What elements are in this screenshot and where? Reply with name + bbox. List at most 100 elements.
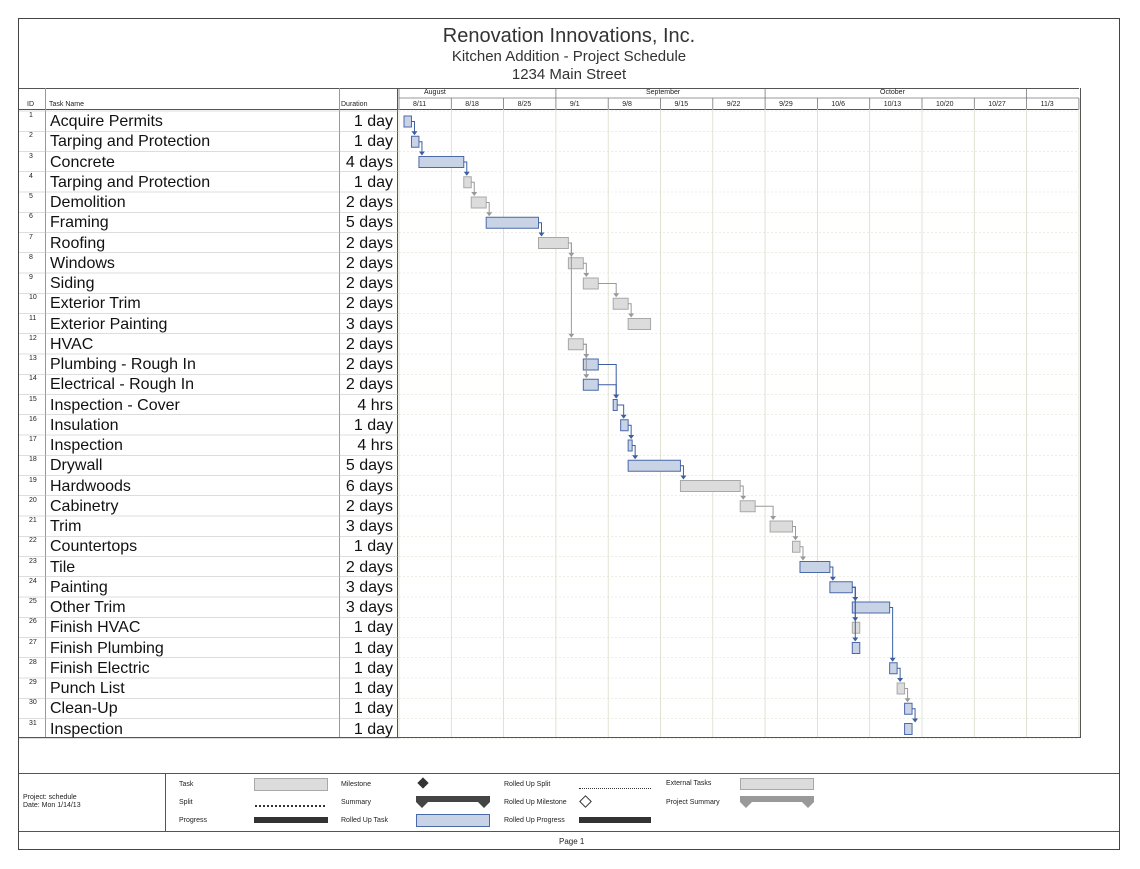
task-row-duration: 2 days <box>345 295 393 313</box>
schedule-subtitle: Kitchen Addition - Project Schedule <box>451 48 687 65</box>
task-row-duration: 3 days <box>345 578 393 596</box>
task-bar <box>889 662 898 675</box>
task-row-id: 16 <box>29 415 37 423</box>
dependency-link <box>897 667 901 679</box>
header-bottom-border <box>19 109 1079 110</box>
dependency-link <box>912 708 916 720</box>
task-row-name: Insulation <box>50 416 119 434</box>
task-row-id: 25 <box>29 598 37 605</box>
task-bar <box>769 520 794 533</box>
task-row-duration: 1 day <box>353 720 393 738</box>
task-row-duration: 1 day <box>353 538 393 556</box>
task-row-id: 18 <box>29 456 37 464</box>
legend-progress-label: Progress <box>179 817 208 824</box>
task-row-duration: 1 day <box>353 113 393 130</box>
week-label: 9/29 <box>779 101 793 108</box>
dependency-arrow <box>889 657 896 662</box>
dependency-arrow <box>418 151 425 156</box>
legend-rolled-progress-swatch <box>579 817 651 823</box>
task-row-name: Punch List <box>50 680 125 697</box>
task-row-id: 4 <box>29 172 33 180</box>
task-bar <box>851 601 891 614</box>
week-label: 8/11 <box>413 101 427 108</box>
dependency-arrow <box>628 435 635 439</box>
company-title: Renovation Innovations, Inc. <box>442 25 696 47</box>
dependency-link <box>471 181 475 193</box>
task-row-id: 6 <box>29 213 33 221</box>
dependency-link <box>568 242 572 335</box>
task-row-name: Clean-Up <box>50 700 118 718</box>
project-summary-bar-icon <box>740 796 814 808</box>
task-row-id: 10 <box>29 294 37 302</box>
task-row-id: 5 <box>29 193 33 200</box>
week-label: 10/13 <box>883 101 902 108</box>
task-row-duration: 1 day <box>353 173 393 191</box>
task-row-duration: 4 days <box>345 153 393 171</box>
dependency-arrow <box>471 192 478 196</box>
task-bar <box>851 621 861 634</box>
dependency-link <box>632 445 636 457</box>
legend-project-summary-label: Project Summary <box>666 799 720 806</box>
month-september: September <box>646 89 681 96</box>
week-label: 8/25 <box>517 101 532 108</box>
task-row-name: Cabinetry <box>50 497 119 515</box>
task-row-id: 9 <box>29 274 33 281</box>
task-row-id: 1 <box>29 112 33 119</box>
dependency-arrow <box>613 394 620 399</box>
week-label: 8/18 <box>465 101 479 108</box>
task-row-duration: 1 day <box>353 133 393 151</box>
week-label: 9/1 <box>569 101 580 108</box>
dependency-arrow <box>411 131 418 136</box>
dependency-link <box>799 546 804 558</box>
legend-rolled-task-label: Rolled Up Task <box>341 817 388 824</box>
dependency-link <box>418 141 423 153</box>
dependency-arrow <box>538 232 545 237</box>
task-row-name: Tile <box>50 558 76 576</box>
task-row-id: 27 <box>29 638 37 646</box>
task-row-id: 30 <box>29 699 37 707</box>
week-label: 10/6 <box>831 101 846 108</box>
task-row-id: 20 <box>29 496 37 504</box>
task-row-id: 24 <box>29 577 37 585</box>
task-row-duration: 3 days <box>345 518 393 535</box>
task-row-name: Roofing <box>50 234 106 252</box>
task-row-name: Plumbing - Rough In <box>50 356 196 373</box>
legend-summary-label: Summary <box>341 799 371 806</box>
legend-progress-swatch <box>254 817 328 823</box>
task-name-header: Task Name <box>49 101 85 108</box>
name-column-divider <box>339 88 340 737</box>
task-row-id: 23 <box>29 557 37 565</box>
task-row-duration: 2 days <box>345 254 393 272</box>
task-bar <box>627 459 681 472</box>
dependency-link <box>755 505 774 517</box>
task-row-duration: 1 day <box>353 680 393 697</box>
legend-task-label: Task <box>179 781 194 788</box>
project-label: Project: schedule <box>23 794 77 801</box>
task-row-id: 7 <box>29 233 33 241</box>
dependency-link <box>598 384 617 396</box>
task-row-name: Trim <box>50 518 82 535</box>
task-row-name: Drywall <box>50 457 103 475</box>
dependency-arrow <box>799 556 806 561</box>
task-row-duration: 5 days <box>345 214 393 232</box>
dependency-arrow <box>486 212 493 217</box>
task-row-duration: 1 day <box>353 639 393 657</box>
page-number: Page 1 <box>559 837 585 846</box>
task-row-duration: 3 days <box>345 599 393 616</box>
task-bar <box>612 399 618 411</box>
task-bar <box>567 338 584 351</box>
task-bar <box>485 216 539 229</box>
dependency-link <box>829 566 834 578</box>
task-row-duration: 1 day <box>353 659 393 677</box>
legend-split-label: Split <box>179 799 193 806</box>
task-bar <box>620 419 629 432</box>
dependency-link <box>463 161 468 173</box>
dependency-arrow <box>620 414 627 419</box>
dependency-arrow <box>628 313 635 318</box>
date-label: Date: Mon 1/14/13 <box>23 802 81 809</box>
legend-divider <box>165 773 166 831</box>
task-bar <box>829 581 853 594</box>
task-row-name: Inspection <box>50 720 123 738</box>
dependency-arrow <box>792 536 799 541</box>
dependency-arrow <box>770 516 777 520</box>
